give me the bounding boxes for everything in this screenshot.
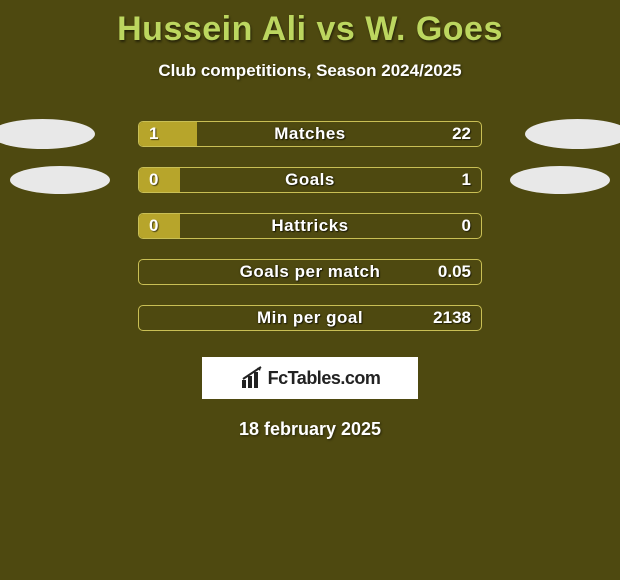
barchart-icon (240, 366, 264, 390)
team-badge-left (10, 166, 110, 194)
stat-bar: Goals0 1 (138, 167, 482, 193)
stat-value-right: 0.05 (428, 260, 481, 284)
stat-row: Min per goal2138 (70, 295, 550, 341)
stat-label: Matches (139, 122, 481, 146)
stat-bar: Min per goal2138 (138, 305, 482, 331)
stat-value-right: 0 (452, 214, 481, 238)
stat-value-left: 0 (139, 214, 168, 238)
page-title: Hussein Ali vs W. Goes (0, 0, 620, 49)
title-text: Hussein Ali vs W. Goes (117, 10, 503, 48)
stat-row: Hattricks0 0 (70, 203, 550, 249)
stat-value-left: 0 (139, 168, 168, 192)
stat-value-right: 2138 (423, 306, 481, 330)
stat-bar: Matches1 22 (138, 121, 482, 147)
stat-row: Goals per match0.05 (70, 249, 550, 295)
logo-text: FcTables.com (268, 368, 381, 389)
team-badge-left (0, 119, 95, 149)
stat-value-right: 22 (442, 122, 481, 146)
stat-bar: Goals per match0.05 (138, 259, 482, 285)
stat-row: Matches1 22 (70, 111, 550, 157)
date-text: 18 february 2025 (0, 419, 620, 440)
stat-value-left: 1 (139, 122, 168, 146)
stat-value-right: 1 (452, 168, 481, 192)
stat-label: Goals (139, 168, 481, 192)
subtitle: Club competitions, Season 2024/2025 (0, 61, 620, 81)
team-badge-right (510, 166, 610, 194)
team-badge-right (525, 119, 620, 149)
comparison-rows: Matches122Goals01Hattricks00Goals per ma… (70, 111, 550, 341)
stat-bar: Hattricks0 0 (138, 213, 482, 239)
stat-value-left (139, 306, 159, 330)
stat-row: Goals0 1 (70, 157, 550, 203)
logo-box[interactable]: FcTables.com (202, 357, 418, 399)
stat-value-left (139, 260, 159, 284)
stat-label: Hattricks (139, 214, 481, 238)
